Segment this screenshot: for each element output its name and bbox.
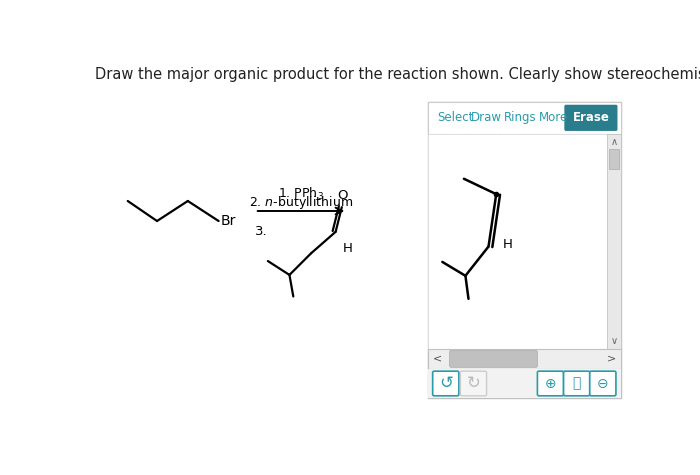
Text: <: < xyxy=(433,354,442,364)
FancyBboxPatch shape xyxy=(564,371,589,396)
Bar xyxy=(609,150,619,169)
Text: ⤢: ⤢ xyxy=(573,377,581,390)
Text: Draw the major organic product for the reaction shown. Clearly show stereochemis: Draw the major organic product for the r… xyxy=(95,67,700,82)
Bar xyxy=(608,134,621,349)
Bar xyxy=(428,349,620,369)
Text: ↻: ↻ xyxy=(466,374,480,392)
FancyBboxPatch shape xyxy=(564,105,617,131)
Text: 1. PPh$_3$: 1. PPh$_3$ xyxy=(278,186,324,202)
Text: Erase: Erase xyxy=(573,111,609,124)
Text: ⊖: ⊖ xyxy=(597,377,609,390)
Text: ∧: ∧ xyxy=(610,137,617,147)
Text: H: H xyxy=(342,242,353,255)
Text: >: > xyxy=(607,354,616,364)
Text: O: O xyxy=(337,189,348,202)
Bar xyxy=(428,134,608,349)
Bar xyxy=(428,369,620,398)
Text: 2. $n$-butyllithium: 2. $n$-butyllithium xyxy=(249,194,353,211)
FancyBboxPatch shape xyxy=(461,371,486,396)
Text: ⊕: ⊕ xyxy=(545,377,556,390)
Bar xyxy=(428,102,620,398)
Text: Select: Select xyxy=(438,111,474,124)
Text: ∨: ∨ xyxy=(610,336,617,346)
Text: ↺: ↺ xyxy=(439,374,453,392)
FancyBboxPatch shape xyxy=(589,371,616,396)
Text: More: More xyxy=(539,111,568,124)
Text: H: H xyxy=(503,238,512,251)
Bar xyxy=(428,102,620,134)
FancyBboxPatch shape xyxy=(433,371,459,396)
FancyBboxPatch shape xyxy=(538,371,564,396)
Text: Rings: Rings xyxy=(503,111,536,124)
FancyBboxPatch shape xyxy=(449,351,538,367)
Text: 3.: 3. xyxy=(255,225,267,238)
Text: Br: Br xyxy=(220,214,235,228)
Text: Draw: Draw xyxy=(470,111,501,124)
